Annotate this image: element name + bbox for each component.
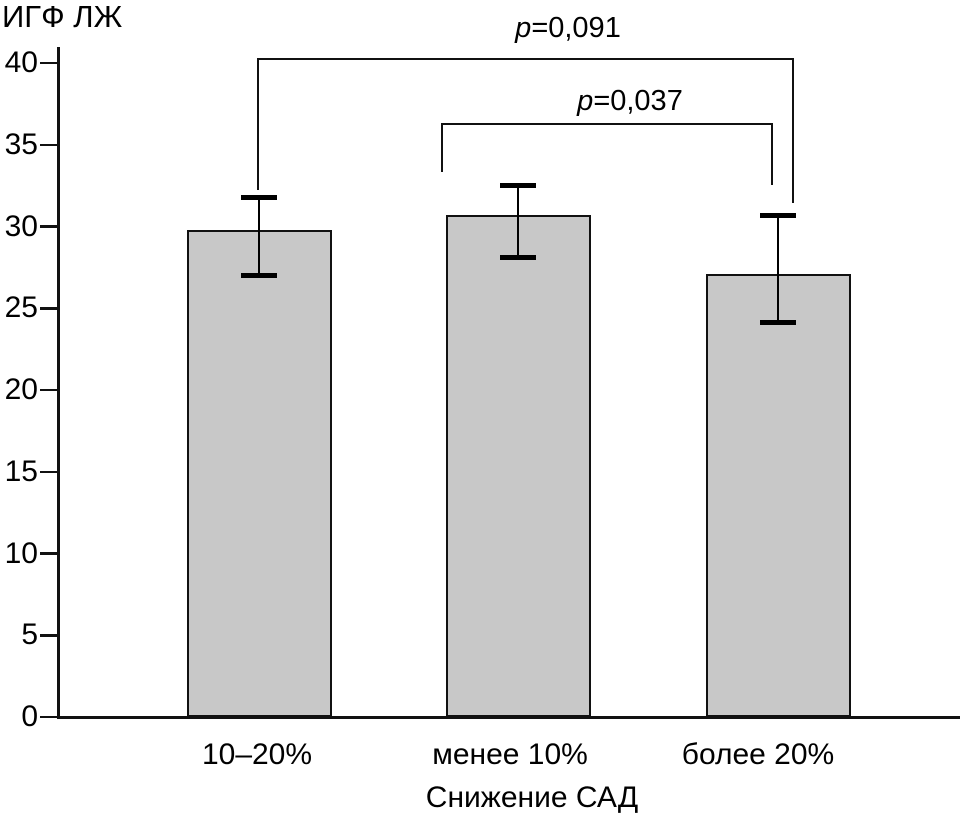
y-tick-label: 20 <box>4 373 38 406</box>
bar <box>186 229 332 717</box>
y-tick-label: 40 <box>4 46 38 79</box>
y-tick-label: 10 <box>4 536 38 570</box>
significance-bracket-left-drop <box>440 124 444 172</box>
error-bar-cap-bottom <box>760 320 796 326</box>
y-tick-mark <box>40 470 57 473</box>
y-tick-label: 25 <box>4 291 38 325</box>
y-axis-line <box>57 47 60 719</box>
significance-p-value-label: p=0,091 <box>515 12 621 44</box>
y-tick-mark <box>40 61 57 65</box>
error-bar-line <box>257 197 261 276</box>
x-axis-title: Снижение САД <box>425 781 639 814</box>
significance-bracket-left-drop <box>256 59 260 190</box>
bar <box>445 215 591 717</box>
error-bar-cap-bottom <box>241 273 277 279</box>
error-bar-cap-top <box>241 194 277 200</box>
error-bar-cap-top <box>500 183 536 189</box>
significance-p-value-label: p=0,037 <box>577 85 683 117</box>
y-tick-label: 15 <box>4 454 38 488</box>
y-tick-mark <box>40 552 57 555</box>
y-tick-mark <box>40 307 57 310</box>
error-bar-line <box>776 215 780 323</box>
y-tick-label: 30 <box>4 209 38 243</box>
y-tick-mark <box>40 634 57 637</box>
y-tick-mark <box>40 225 57 228</box>
category-label: менее 10% <box>432 738 588 771</box>
bar <box>705 273 851 717</box>
y-tick-label: 5 <box>21 618 38 652</box>
y-tick-label: 35 <box>4 127 38 161</box>
y-tick-mark <box>40 715 57 719</box>
significance-bracket-horizontal <box>256 57 795 61</box>
y-tick-mark <box>40 143 57 146</box>
error-bar-line <box>516 185 520 258</box>
y-tick-label: 0 <box>21 700 38 733</box>
error-bar-cap-top <box>760 212 796 218</box>
category-label: более 20% <box>681 738 835 771</box>
significance-bracket-horizontal <box>440 122 774 126</box>
x-axis-line <box>57 715 960 719</box>
y-axis-title: ИГФ ЛЖ <box>2 0 123 34</box>
category-label: 10–20% <box>201 738 313 771</box>
y-tick-mark <box>40 388 57 392</box>
significance-bracket-right-drop <box>791 59 795 203</box>
significance-bracket-right-drop <box>770 124 774 185</box>
error-bar-cap-bottom <box>500 255 536 261</box>
